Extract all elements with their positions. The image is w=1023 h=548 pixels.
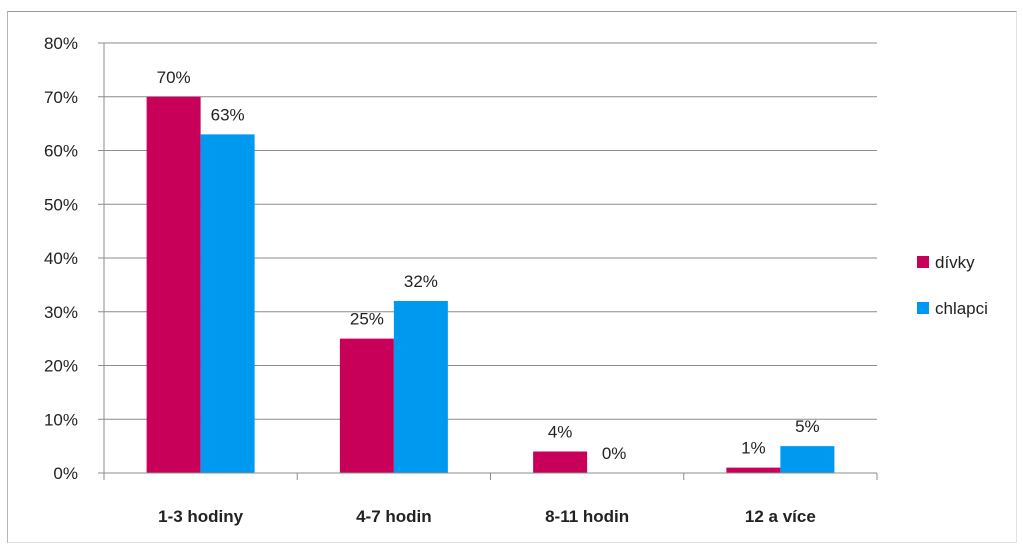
- x-category-label: 1-3 hodiny: [158, 507, 244, 526]
- data-label: 70%: [157, 68, 191, 87]
- legend-swatch: [917, 302, 929, 314]
- bar-chlapci: [200, 134, 255, 473]
- y-tick-label: 10%: [44, 410, 78, 429]
- bar-chlapci: [780, 446, 835, 473]
- x-category-label: 12 a více: [745, 507, 816, 526]
- y-tick-label: 0%: [53, 464, 78, 483]
- y-tick-label: 30%: [44, 303, 78, 322]
- y-tick-label: 60%: [44, 142, 78, 161]
- bar-divky: [146, 96, 201, 473]
- bar-chlapci: [393, 301, 448, 473]
- y-tick-label: 70%: [44, 88, 78, 107]
- data-label: 32%: [404, 272, 438, 291]
- legend: dívky chlapci: [917, 253, 988, 318]
- bar-divky: [339, 338, 394, 473]
- y-tick-label: 80%: [44, 34, 78, 53]
- y-axis: 0% 10% 20% 30% 40% 50% 60% 70% 80%: [44, 34, 105, 483]
- legend-label: chlapci: [935, 299, 988, 318]
- x-category-label: 4-7 hodin: [356, 507, 432, 526]
- data-label: 0%: [602, 444, 627, 463]
- data-label: 25%: [350, 310, 384, 329]
- legend-swatch: [917, 256, 929, 268]
- y-tick-label: 20%: [44, 357, 78, 376]
- bar-divky: [533, 451, 588, 473]
- legend-label: dívky: [935, 253, 975, 272]
- x-category-label: 8-11 hodin: [545, 507, 629, 526]
- data-label: 1%: [741, 439, 766, 458]
- x-axis: 1-3 hodiny 4-7 hodin 8-11 hodin 12 a více: [103, 472, 878, 526]
- chart-frame: [7, 11, 1017, 543]
- y-tick-label: 40%: [44, 249, 78, 268]
- bars: 70% 63% 25% 32% 4% 0% 1% 5%: [146, 68, 835, 473]
- data-label: 5%: [795, 417, 820, 436]
- bar-divky: [726, 467, 781, 473]
- y-tick-label: 50%: [44, 195, 78, 214]
- data-label: 63%: [211, 105, 245, 124]
- data-label: 4%: [548, 423, 573, 442]
